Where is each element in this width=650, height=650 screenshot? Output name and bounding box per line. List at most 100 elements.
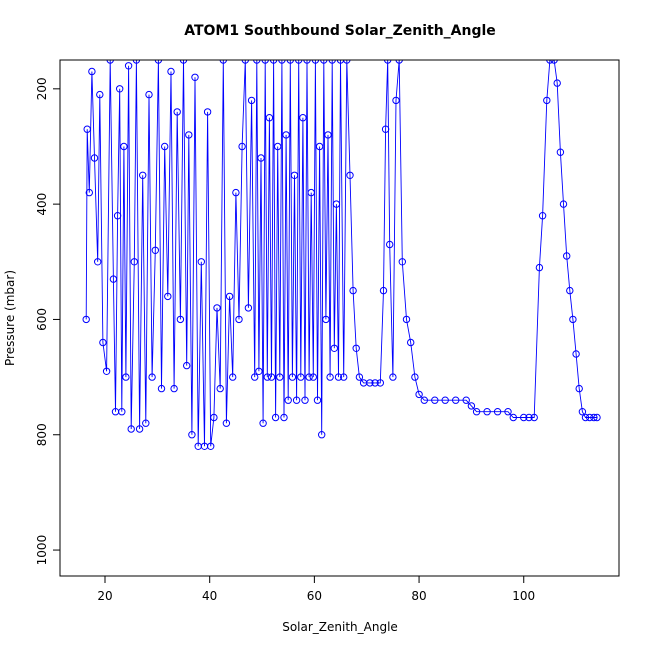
- data-point: [282, 131, 290, 139]
- data-point: [85, 188, 94, 197]
- data-point: [467, 402, 476, 410]
- data-point: [550, 60, 558, 64]
- data-point: [207, 442, 215, 450]
- data-point: [118, 408, 126, 416]
- data-point: [145, 90, 153, 99]
- data-point: [213, 304, 221, 312]
- data-point: [593, 413, 601, 422]
- data-point: [278, 60, 286, 64]
- data-point: [318, 431, 326, 439]
- data-point: [83, 125, 91, 133]
- data-point: [183, 361, 191, 370]
- data-point: [116, 85, 124, 93]
- x-tick-label: 40: [202, 589, 217, 603]
- data-point: [563, 252, 571, 260]
- data-point: [307, 188, 315, 197]
- data-point: [280, 413, 288, 422]
- y-tick-label: 200: [35, 77, 49, 100]
- x-tick-label: 60: [307, 589, 322, 603]
- x-tick-label: 20: [97, 589, 112, 603]
- data-point: [284, 396, 292, 404]
- series-layer: [82, 60, 601, 450]
- data-point: [334, 373, 343, 381]
- data-point: [303, 60, 311, 64]
- data-point: [441, 396, 449, 404]
- data-point: [328, 60, 336, 64]
- data-point: [222, 419, 231, 427]
- data-point: [352, 344, 360, 352]
- data-series: [82, 60, 601, 450]
- data-point: [322, 315, 330, 324]
- data-point: [286, 60, 294, 64]
- data-point: [420, 396, 428, 404]
- series-line: [85, 60, 597, 447]
- data-point: [295, 60, 303, 64]
- data-point: [538, 212, 547, 220]
- y-tick-label: 800: [35, 423, 49, 446]
- data-point: [219, 60, 227, 64]
- data-point: [173, 108, 181, 116]
- data-point: [324, 131, 332, 139]
- data-point: [179, 60, 188, 64]
- data-point: [238, 142, 246, 151]
- data-point: [225, 292, 234, 301]
- data-point: [244, 304, 253, 312]
- data-point: [398, 258, 406, 266]
- data-point: [395, 60, 403, 64]
- plot-frame: [59, 59, 620, 577]
- x-tick-label: 100: [512, 589, 535, 603]
- data-point: [379, 286, 388, 295]
- data-point: [122, 373, 130, 381]
- data-point: [384, 60, 392, 64]
- data-point: [113, 212, 122, 220]
- chart-title: ATOM1 Southbound Solar_Zenith_Angle: [184, 23, 496, 39]
- data-point: [349, 286, 357, 295]
- data-point: [229, 373, 237, 381]
- data-point: [389, 373, 397, 381]
- data-point: [88, 67, 96, 76]
- data-point: [415, 390, 423, 399]
- data-point: [130, 258, 139, 266]
- data-point: [257, 154, 265, 162]
- data-point: [299, 114, 307, 122]
- data-point: [151, 246, 160, 255]
- data-point: [170, 384, 178, 393]
- data-point: [376, 379, 384, 387]
- data-point: [305, 373, 313, 381]
- data-point: [210, 413, 218, 422]
- data-point: [261, 60, 269, 64]
- data-point: [569, 315, 577, 324]
- data-point: [553, 79, 561, 87]
- data-point: [167, 67, 175, 76]
- x-axis: 20 40 60 80 100: [97, 576, 535, 603]
- data-point: [267, 373, 276, 381]
- data-point: [127, 425, 135, 433]
- data-point: [355, 373, 364, 381]
- data-point: [235, 315, 243, 324]
- data-point: [581, 413, 590, 422]
- data-point: [392, 96, 400, 105]
- data-point: [109, 275, 118, 283]
- data-point: [154, 60, 163, 64]
- data-point: [320, 60, 328, 64]
- data-point: [269, 60, 278, 64]
- data-point: [288, 373, 297, 381]
- data-point: [336, 60, 345, 64]
- data-point: [251, 373, 259, 381]
- data-point: [253, 60, 261, 64]
- data-point: [330, 344, 338, 352]
- data-point: [191, 73, 199, 82]
- data-point: [164, 292, 172, 301]
- data-point: [232, 188, 240, 197]
- data-point: [371, 379, 379, 387]
- data-point: [452, 396, 460, 404]
- data-point: [203, 108, 212, 116]
- data-point: [340, 373, 348, 381]
- data-point: [525, 413, 533, 422]
- data-point: [313, 396, 322, 404]
- data-point: [578, 408, 587, 416]
- data-point: [142, 419, 150, 427]
- data-point: [292, 396, 301, 404]
